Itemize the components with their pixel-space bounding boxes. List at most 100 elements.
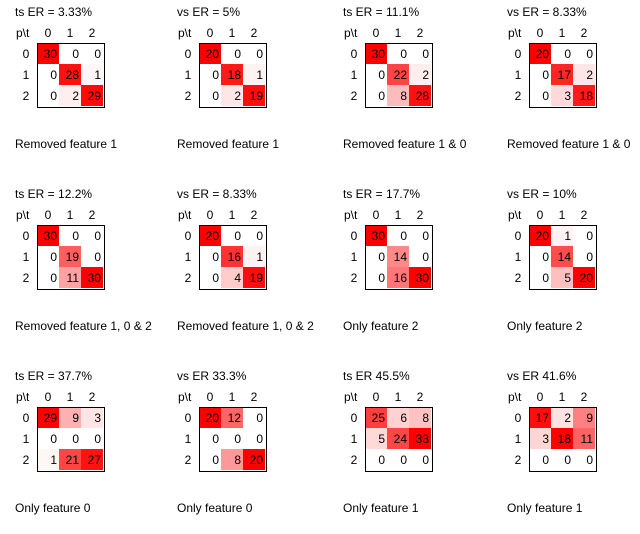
row-header: 0 (514, 228, 522, 243)
column-header: 0 (372, 389, 380, 404)
matrix-cell: 0 (37, 85, 59, 106)
confusion-matrix: p\t 0 1 2 0 20 0 0 1 0 18 1 2 0 2 19 (177, 22, 265, 106)
confusion-panel: ts ER = 17.7% p\t 0 1 2 0 30 0 0 1 0 14 0 2 0 16 30 Only … (343, 187, 493, 352)
column-header: 0 (44, 207, 52, 222)
row-header: 2 (514, 270, 522, 285)
error-rate-title: ts ER = 3.33% (15, 5, 93, 19)
matrix-cell: 0 (551, 449, 573, 470)
header-row: p\t 0 1 2 (507, 22, 595, 43)
header-row: p\t 0 1 2 (177, 386, 265, 407)
confusion-matrix: p\t 0 1 2 0 20 0 0 1 0 16 1 2 0 4 19 (177, 204, 265, 288)
matrix-cell: 21 (59, 449, 81, 470)
corner-label: p\t (508, 207, 522, 222)
matrix-cell: 27 (81, 449, 103, 470)
row-header: 2 (22, 88, 30, 103)
matrix-cell: 2 (59, 85, 81, 106)
corner-label: p\t (508, 25, 522, 40)
matrix-row: 2 0 11 30 (15, 267, 103, 288)
column-header: 1 (558, 207, 566, 222)
matrix-cell: 29 (81, 85, 103, 106)
column-header: 2 (250, 25, 258, 40)
matrix-row: 1 0 19 0 (15, 246, 103, 267)
column-header: 0 (372, 25, 380, 40)
matrix-cell: 0 (551, 43, 573, 64)
row-header: 1 (22, 431, 30, 446)
matrix-cell: 14 (551, 246, 573, 267)
panel-caption: Only feature 0 (15, 501, 91, 515)
error-rate-title: ts ER = 11.1% (343, 5, 420, 19)
confusion-matrix: p\t 0 1 2 0 30 0 0 1 0 19 0 2 0 11 30 (15, 204, 103, 288)
matrix-row: 1 3 18 11 (507, 428, 595, 449)
matrix-cell: 0 (387, 225, 409, 246)
error-rate-title: vs ER = 8.33% (507, 5, 587, 19)
matrix-cell: 18 (551, 428, 573, 449)
matrix-cell: 28 (409, 85, 431, 106)
matrix-cell: 20 (199, 407, 221, 428)
row-header: 0 (514, 46, 522, 61)
column-header: 2 (88, 25, 96, 40)
matrix-row: 0 30 0 0 (15, 43, 103, 64)
row-header: 0 (22, 410, 30, 425)
matrix-cell: 0 (409, 449, 431, 470)
column-header: 0 (206, 25, 214, 40)
matrix-cell: 29 (37, 407, 59, 428)
row-header: 1 (350, 67, 358, 82)
column-header: 1 (66, 389, 74, 404)
matrix-cell: 1 (81, 64, 103, 85)
matrix-row: 0 17 2 9 (507, 407, 595, 428)
row-header: 2 (184, 452, 192, 467)
matrix-row: 0 30 0 0 (343, 43, 431, 64)
matrix-cell: 8 (387, 85, 409, 106)
header-row: p\t 0 1 2 (15, 204, 103, 225)
panel-caption: Removed feature 1 & 0 (507, 137, 631, 151)
column-header: 1 (558, 25, 566, 40)
matrix-cell: 22 (387, 64, 409, 85)
row-header: 1 (184, 431, 192, 446)
matrix-cell: 0 (59, 428, 81, 449)
matrix-cell: 0 (365, 449, 387, 470)
matrix-cell: 0 (409, 225, 431, 246)
column-header: 1 (394, 207, 402, 222)
confusion-matrix: p\t 0 1 2 0 20 1 0 1 0 14 0 2 0 5 20 (507, 204, 595, 288)
matrix-cell: 30 (37, 225, 59, 246)
panel-caption: Only feature 2 (343, 319, 419, 333)
corner-label: p\t (344, 25, 358, 40)
matrix-cell: 0 (221, 428, 243, 449)
matrix-cell: 0 (37, 267, 59, 288)
matrix-cell: 16 (387, 267, 409, 288)
confusion-matrix: p\t 0 1 2 0 20 0 0 1 0 17 2 2 0 3 18 (507, 22, 595, 106)
column-header: 0 (536, 25, 544, 40)
matrix-cell: 14 (387, 246, 409, 267)
row-header: 2 (184, 270, 192, 285)
matrix-cell: 0 (221, 225, 243, 246)
matrix-cell: 1 (243, 64, 265, 85)
matrix-cell: 20 (199, 225, 221, 246)
confusion-panel: ts ER = 12.2% p\t 0 1 2 0 30 0 0 1 0 19 0 2 0 11 30 Remov… (15, 187, 165, 352)
matrix-cell: 0 (529, 267, 551, 288)
matrix-cell: 30 (365, 43, 387, 64)
confusion-panel: vs ER 41.6% p\t 0 1 2 0 17 2 9 1 3 18 11 2 0 0 0 Only fea… (507, 369, 640, 534)
matrix-cell: 0 (529, 85, 551, 106)
row-header: 0 (350, 410, 358, 425)
confusion-panel: ts ER = 11.1% p\t 0 1 2 0 30 0 0 1 0 22 2 2 0 8 28 Remove… (343, 5, 493, 170)
matrix-cell: 0 (529, 64, 551, 85)
panel-caption: Only feature 1 (343, 501, 419, 515)
matrix-row: 1 0 14 0 (343, 246, 431, 267)
matrix-cell: 19 (243, 85, 265, 106)
matrix-cell: 3 (529, 428, 551, 449)
row-header: 2 (350, 270, 358, 285)
matrix-cell: 3 (551, 85, 573, 106)
matrix-cell: 0 (199, 428, 221, 449)
row-header: 2 (184, 88, 192, 103)
matrix-cell: 0 (37, 428, 59, 449)
column-header: 2 (416, 207, 424, 222)
matrix-cell: 19 (59, 246, 81, 267)
matrix-cell: 0 (59, 43, 81, 64)
matrix-cell: 1 (551, 225, 573, 246)
column-header: 2 (250, 389, 258, 404)
row-header: 0 (22, 228, 30, 243)
matrix-cell: 0 (529, 449, 551, 470)
matrix-cell: 0 (365, 267, 387, 288)
panel-caption: Only feature 1 (507, 501, 583, 515)
